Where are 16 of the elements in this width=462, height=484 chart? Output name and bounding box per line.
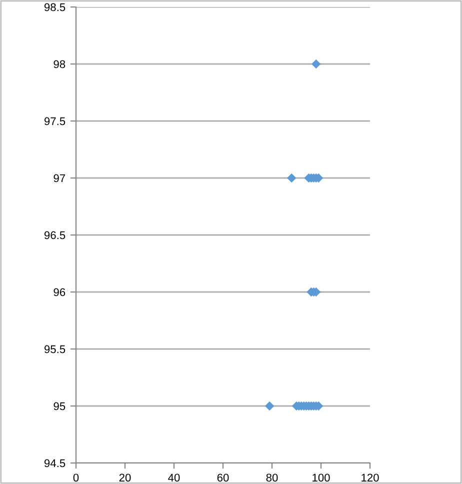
y-tick-label: 98 — [54, 60, 66, 68]
y-tick-label: 96 — [54, 288, 66, 296]
x-tick-label: 80 — [266, 474, 278, 482]
y-tick-label: 98.5 — [44, 3, 66, 12]
y-tick-label: 96.5 — [44, 231, 66, 240]
x-tick-label: 40 — [168, 474, 180, 482]
x-tick-label: 0 — [73, 474, 79, 482]
x-tick-label: 20 — [119, 474, 131, 482]
y-tick-label: 94.5 — [44, 459, 66, 468]
x-tick-label: 60 — [217, 474, 229, 482]
y-tick-label: 97.5 — [44, 117, 66, 126]
y-tick-label: 95.5 — [44, 345, 66, 354]
y-tick-label: 95 — [54, 402, 66, 410]
x-tick-label: 120 — [362, 474, 379, 482]
y-tick-label: 97 — [54, 174, 66, 182]
x-tick-label: 100 — [312, 474, 330, 482]
